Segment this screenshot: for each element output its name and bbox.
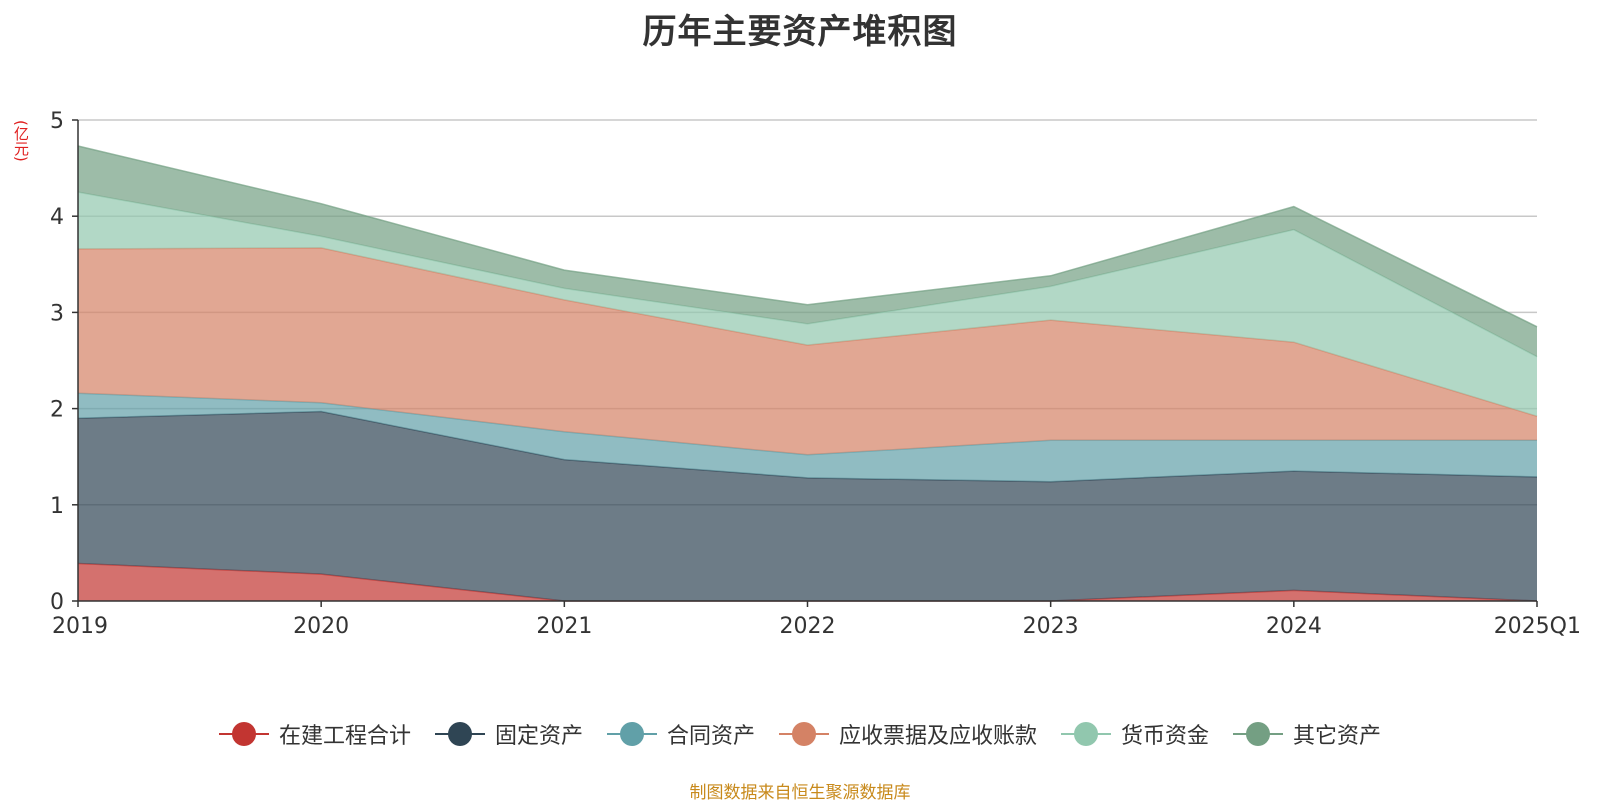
legend-label: 应收票据及应收账款	[839, 724, 1038, 749]
legend-marker-icon	[1061, 722, 1112, 746]
x-tick-label: 2020	[293, 614, 349, 639]
legend-item[interactable]: 在建工程合计	[218, 718, 411, 750]
legend-label: 其它资产	[1293, 724, 1382, 749]
legend-item[interactable]: 固定资产	[434, 718, 583, 750]
legend-item[interactable]: 合同资产	[606, 718, 755, 750]
legend-marker-icon	[434, 722, 485, 746]
area-在建工程合计	[78, 563, 1537, 601]
legend-item[interactable]: 其它资产	[1233, 718, 1381, 750]
legend-marker-icon	[1233, 722, 1284, 746]
legend-marker-icon	[779, 722, 829, 746]
legend-marker-icon	[218, 722, 269, 746]
x-tick-label: 2023	[1023, 614, 1079, 639]
legend-item[interactable]: 货币资金	[1061, 718, 1209, 750]
legend-item[interactable]: 应收票据及应收账款	[779, 718, 1037, 750]
x-tick-label: 2022	[780, 614, 836, 639]
x-tick-label: 2021	[536, 614, 592, 639]
legend-label: 固定资产	[494, 724, 583, 749]
y-axis-unit: (亿元)	[12, 120, 30, 162]
legend: 在建工程合计 固定资产 合同资产 应收票据及应收账款 货币资金 其它资产	[0, 718, 1600, 750]
chart-title: 历年主要资产堆积图	[642, 12, 958, 52]
y-tick-label: 0	[50, 590, 64, 615]
y-tick-label: 1	[50, 494, 64, 519]
area-固定资产	[78, 411, 1537, 601]
y-tick-label: 2	[50, 398, 64, 423]
y-tick-label: 4	[50, 205, 64, 230]
area-应收票据及应收账款	[78, 247, 1537, 455]
legend-label: 货币资金	[1121, 724, 1210, 749]
source-note: 制图数据来自恒生聚源数据库	[689, 783, 911, 803]
area-edge-其它资产	[77, 145, 1538, 328]
area-货币资金	[78, 192, 1537, 417]
area-其它资产	[78, 146, 1537, 357]
x-tick-label: 2019	[52, 614, 108, 639]
area-series	[77, 145, 1538, 602]
y-tick-label: 3	[50, 301, 64, 326]
x-tick-label: 2024	[1266, 614, 1322, 639]
x-tick-label: 2025Q1	[1494, 614, 1581, 639]
area-合同资产	[78, 393, 1537, 482]
legend-marker-icon	[606, 722, 657, 746]
y-tick-label: 5	[50, 109, 64, 134]
legend-label: 合同资产	[666, 724, 755, 749]
axes: 0 1 2 3 4 5 2019 2020 2021 2022 2023 2024 2025Q1	[50, 109, 1581, 639]
legend-label: 在建工程合计	[278, 724, 411, 749]
